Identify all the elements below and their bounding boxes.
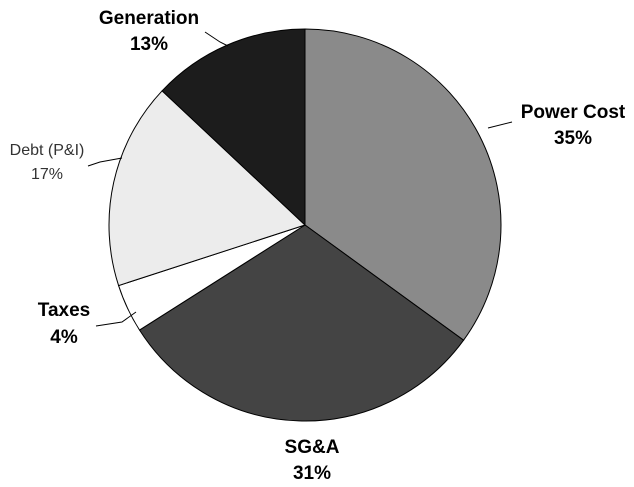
slice-percent-debt-p-i: 17%: [31, 166, 63, 183]
slice-percent-taxes: 4%: [50, 327, 78, 348]
leader-line-debt-p-i: [87, 157, 123, 167]
slice-percent-generation: 13%: [130, 34, 168, 55]
pie-slice-power-cost: [304, 28, 502, 341]
slice-labels: Power Cost 35% SG&A 31% Taxes 4% Debt (P&I) 17%…: [10, 8, 626, 484]
slice-percent-power-cost: 35%: [554, 128, 592, 149]
slice-label-generation: Generation: [99, 8, 199, 29]
leader-line-taxes: [95, 311, 137, 327]
leader-line-generation: [204, 31, 229, 47]
leader-line-power-cost: [487, 121, 513, 129]
slice-percent-sg-a: 31%: [293, 463, 331, 484]
slice-label-debt-p-i: Debt (P&I): [10, 142, 85, 159]
label-leader-lines: [87, 31, 513, 327]
slice-label-power-cost: Power Cost: [521, 102, 626, 123]
pie-slice-sg-a: [138, 224, 465, 422]
pie-slices: [108, 28, 502, 422]
slice-label-taxes: Taxes: [38, 300, 90, 321]
slice-label-sg-a: SG&A: [285, 437, 340, 458]
pie-slice-debt-p-i: [108, 90, 306, 287]
